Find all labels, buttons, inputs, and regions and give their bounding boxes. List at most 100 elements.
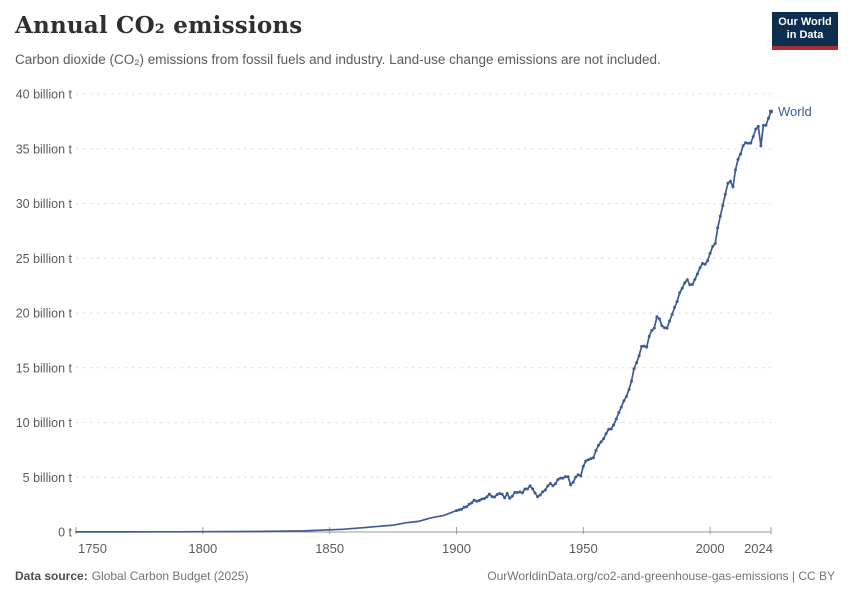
data-point <box>701 262 704 265</box>
data-point <box>670 313 674 316</box>
data-point <box>510 494 514 498</box>
data-point <box>754 127 758 131</box>
owid-logo[interactable]: Our World in Data <box>772 12 838 50</box>
data-point <box>642 344 646 348</box>
data-point <box>609 427 613 431</box>
data-point <box>685 278 689 282</box>
data-point <box>594 449 598 452</box>
data-point <box>505 492 509 495</box>
data-source-text: Global Carbon Budget (2025) <box>91 569 249 583</box>
data-point <box>612 423 616 427</box>
x-axis-tick-label: 1750 <box>78 541 107 556</box>
data-point <box>498 492 502 495</box>
x-axis-tick-label: 1900 <box>442 541 471 556</box>
data-point <box>564 475 567 479</box>
data-point <box>599 440 603 444</box>
x-axis-tick-label: 1800 <box>188 541 217 556</box>
data-point <box>526 487 529 491</box>
data-point <box>739 152 743 156</box>
data-point <box>698 266 702 270</box>
data-point <box>761 124 765 127</box>
data-point <box>660 324 664 328</box>
data-point <box>614 417 618 421</box>
data-source: Data source: Global Carbon Budget (2025) <box>15 569 248 583</box>
data-point <box>637 354 641 358</box>
series-end-point <box>769 109 773 114</box>
data-point <box>485 495 489 499</box>
data-point <box>680 286 684 290</box>
data-point <box>764 123 768 127</box>
data-point <box>751 135 755 139</box>
data-point <box>624 395 628 398</box>
y-axis-tick-label: 0 t <box>58 526 72 540</box>
data-point <box>759 144 763 148</box>
data-point <box>728 179 732 183</box>
data-point <box>652 326 656 330</box>
data-point <box>541 490 545 494</box>
data-point <box>665 326 669 330</box>
data-point <box>721 204 725 207</box>
data-point <box>673 305 677 309</box>
y-axis-tick-label: 35 billion t <box>16 142 73 156</box>
data-point <box>632 367 636 371</box>
data-point <box>683 281 687 285</box>
data-point <box>589 457 593 461</box>
data-point <box>586 458 590 462</box>
data-point <box>711 244 715 248</box>
data-point <box>566 475 570 479</box>
data-point <box>657 317 661 321</box>
data-point <box>734 168 737 172</box>
data-point <box>627 388 631 392</box>
data-point <box>723 192 727 196</box>
data-point <box>756 124 760 128</box>
x-axis-tick-label: 2000 <box>696 541 725 556</box>
credit-line: OurWorldinData.org/co2-and-greenhouse-ga… <box>487 569 835 583</box>
data-point <box>668 319 671 323</box>
owid-logo-line2: in Data <box>786 29 824 41</box>
data-point <box>520 491 524 495</box>
data-point <box>584 459 588 463</box>
data-point <box>538 493 542 497</box>
data-point <box>472 498 476 502</box>
data-point <box>675 300 679 304</box>
data-point <box>490 495 494 499</box>
data-point <box>678 291 682 295</box>
data-point <box>581 464 585 468</box>
series-label-world[interactable]: World <box>778 104 812 119</box>
data-point <box>477 499 481 502</box>
y-axis-tick-label: 40 billion t <box>16 88 73 102</box>
data-point <box>726 181 730 185</box>
data-point <box>528 484 532 488</box>
data-point <box>635 361 639 365</box>
data-point <box>576 473 580 477</box>
data-point <box>617 411 621 414</box>
y-axis-tick-label: 30 billion t <box>16 197 73 211</box>
owid-logo-line1: Our World <box>778 16 832 28</box>
data-point <box>746 141 750 145</box>
data-point <box>716 226 720 230</box>
data-point <box>579 474 583 478</box>
data-point <box>604 432 608 436</box>
data-point <box>703 262 707 266</box>
data-point <box>688 283 692 287</box>
x-axis-tick-label: 2024 <box>744 541 773 556</box>
data-point <box>508 496 512 500</box>
data-point <box>457 508 461 512</box>
data-point <box>645 345 649 349</box>
data-point <box>531 487 535 491</box>
data-point <box>744 141 748 145</box>
series-line-world[interactable] <box>75 110 772 533</box>
data-point <box>460 507 463 511</box>
data-point <box>470 501 474 505</box>
data-point <box>551 484 555 488</box>
data-point <box>533 491 537 495</box>
data-point <box>767 116 770 120</box>
data-point <box>713 242 717 246</box>
data-point <box>559 476 562 480</box>
data-point <box>607 427 611 431</box>
data-point <box>731 185 735 189</box>
data-point <box>655 315 659 319</box>
data-point <box>523 487 527 491</box>
